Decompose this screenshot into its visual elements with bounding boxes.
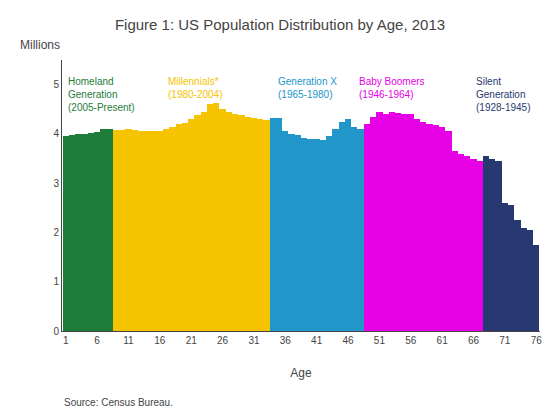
svg-text:Source: Census Bureau.: Source: Census Bureau. [64,397,173,408]
svg-text:HomelandGeneration(2005-Presen: HomelandGeneration(2005-Present) [68,76,135,113]
svg-text:2: 2 [53,227,59,238]
svg-text:61: 61 [437,335,449,346]
svg-text:3: 3 [53,178,59,189]
svg-text:6: 6 [94,335,100,346]
svg-text:56: 56 [405,335,417,346]
svg-text:Baby Boomers(1946-1964): Baby Boomers(1946-1964) [359,76,425,100]
svg-text:0: 0 [53,326,59,337]
svg-text:66: 66 [468,335,480,346]
svg-text:Generation X(1965-1980): Generation X(1965-1980) [278,76,337,100]
svg-text:Figure 1: US Population Distri: Figure 1: US Population Distribution by … [115,16,445,33]
svg-text:16: 16 [154,335,166,346]
svg-text:Millennials*(1980-2004): Millennials*(1980-2004) [168,76,222,100]
svg-text:4: 4 [53,128,59,139]
svg-text:71: 71 [499,335,511,346]
svg-text:Age: Age [290,366,312,380]
svg-text:11: 11 [123,335,134,346]
svg-text:1: 1 [63,335,69,346]
svg-text:SilentGeneration(1928-1945): SilentGeneration(1928-1945) [476,76,530,113]
svg-text:1: 1 [53,276,59,287]
svg-text:21: 21 [186,335,198,346]
svg-text:Millions: Millions [20,38,60,52]
svg-text:31: 31 [248,335,260,346]
svg-text:46: 46 [342,335,354,346]
svg-text:76: 76 [531,335,543,346]
svg-text:5: 5 [53,79,59,90]
svg-text:36: 36 [280,335,292,346]
svg-text:51: 51 [374,335,386,346]
svg-text:26: 26 [217,335,229,346]
svg-text:41: 41 [311,335,323,346]
